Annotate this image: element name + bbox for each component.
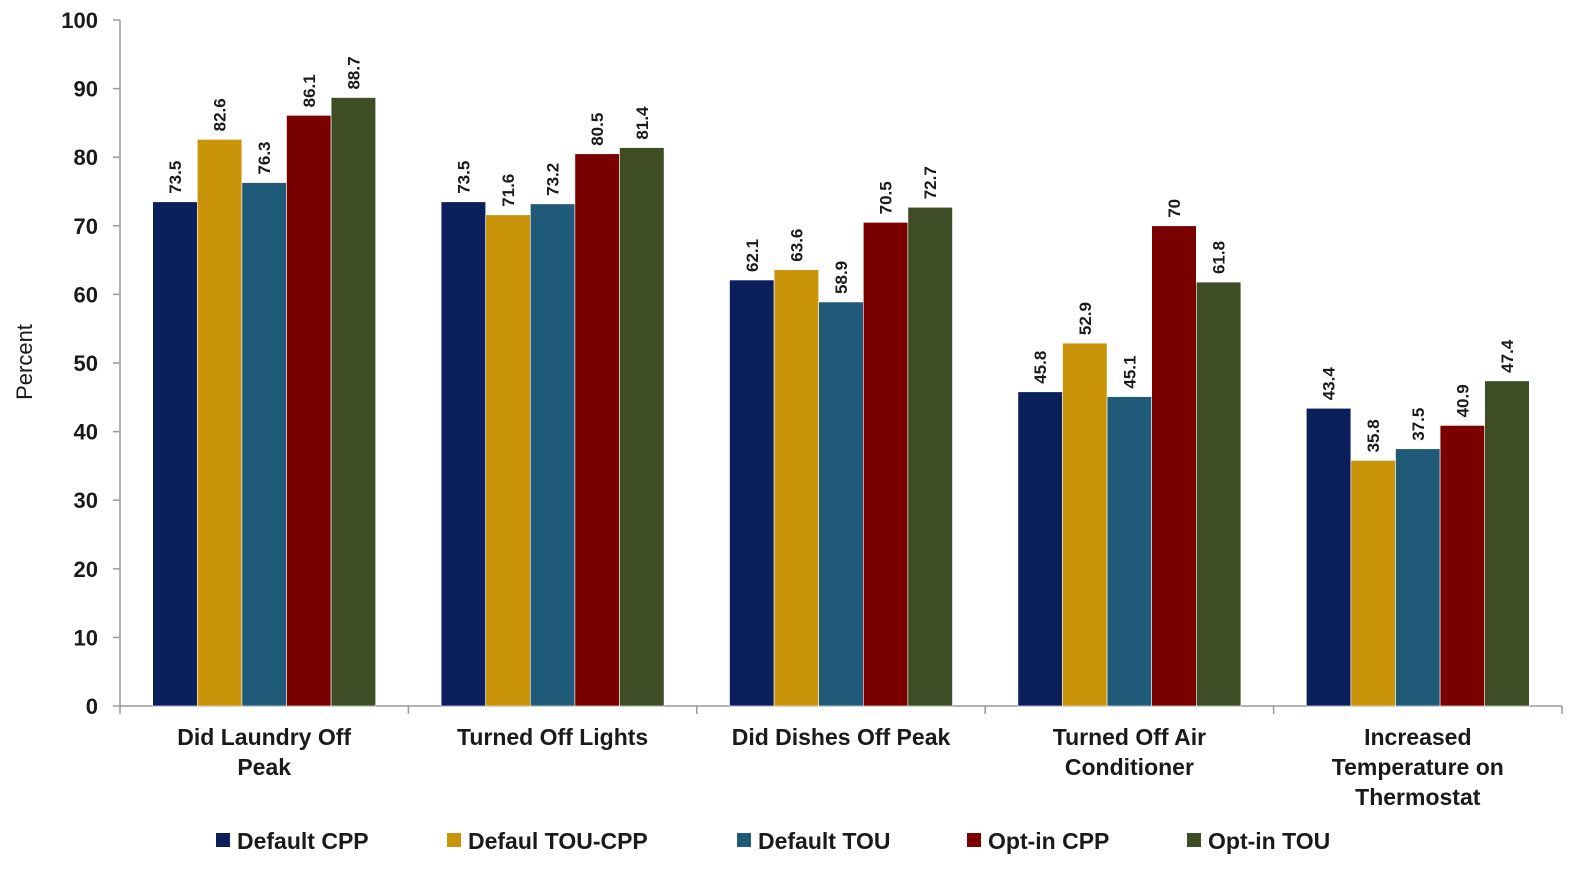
bar-default-cpp	[440, 201, 487, 707]
bar-opt-in-tou	[619, 147, 665, 707]
y-tick-label: 70	[74, 214, 98, 239]
bar-opt-in-tou	[330, 97, 377, 707]
bar-value-label: 45.1	[1120, 356, 1139, 389]
x-axis	[119, 705, 1563, 714]
legend-label: Opt-in CPP	[988, 828, 1109, 854]
bar-value-label: 58.9	[832, 261, 851, 294]
bar-default-tou	[529, 203, 576, 707]
x-category-label: Peak	[237, 754, 291, 780]
bar-value-label: 86.1	[300, 74, 319, 107]
bar-default-tou	[1395, 448, 1441, 707]
y-tick-label: 80	[74, 145, 98, 170]
y-tick-label: 30	[74, 488, 98, 513]
legend-swatch	[216, 833, 230, 847]
category-labels: Did Laundry Off Peak Turned Off Lights Did …	[177, 724, 1504, 810]
bar-value-label: 35.8	[1364, 419, 1383, 452]
bar-opt-in-tou	[1484, 380, 1530, 707]
y-tick-label: 40	[74, 420, 98, 445]
y-tick-label: 50	[74, 351, 98, 376]
x-category-label: Increased	[1364, 724, 1471, 750]
x-category-label: Did Dishes Off Peak	[732, 724, 951, 750]
bar-value-label: 73.5	[166, 161, 185, 194]
value-labels: 73.5 82.6 76.3 86.1 88.7 73.5 71.6 73.2 80.5 81.4…	[166, 56, 1517, 452]
bar-opt-in-tou	[907, 206, 953, 707]
bar-value-label: 37.5	[1409, 408, 1428, 441]
bar-value-label: 47.4	[1498, 339, 1517, 373]
y-axis: 0 10 20 30 40 50 60 70 80 90 100	[61, 8, 121, 719]
legend-swatch	[447, 833, 461, 847]
legend-label: Opt-in TOU	[1208, 828, 1330, 854]
bar-value-label: 73.2	[544, 163, 563, 196]
legend-swatch	[1187, 833, 1201, 847]
y-tick-label: 20	[74, 557, 98, 582]
bar-opt-in-tou	[1196, 281, 1242, 707]
bar-defaul-tou-cpp	[773, 269, 819, 707]
bar-opt-in-cpp	[286, 115, 332, 707]
legend-swatch	[967, 833, 981, 847]
bar-value-label: 45.8	[1031, 351, 1050, 384]
legend-label: Defaul TOU-CPP	[468, 828, 648, 854]
y-tick-label: 0	[86, 694, 98, 719]
bar-value-label: 40.9	[1453, 384, 1472, 417]
y-tick-label: 90	[74, 77, 98, 102]
legend-label: Default CPP	[237, 828, 369, 854]
bar-default-cpp	[152, 201, 198, 707]
legend-swatch	[737, 833, 751, 847]
x-category-label: Temperature on	[1332, 754, 1504, 780]
bar-opt-in-cpp	[862, 222, 909, 707]
bar-value-label: 43.4	[1320, 367, 1339, 401]
bar-value-label: 81.4	[633, 106, 652, 140]
bars	[152, 97, 1530, 707]
bar-defaul-tou-cpp	[197, 139, 243, 707]
legend: Default CPP Defaul TOU-CPP Default TOU Opt-…	[216, 828, 1330, 854]
bar-opt-in-cpp	[1439, 425, 1485, 707]
bar-defaul-tou-cpp	[1062, 342, 1108, 707]
bar-value-label: 61.8	[1210, 241, 1229, 274]
bar-opt-in-cpp	[574, 153, 620, 707]
bar-value-label: 70.5	[877, 181, 896, 214]
bar-opt-in-cpp	[1151, 225, 1197, 707]
bar-default-cpp	[729, 279, 775, 707]
bar-value-label: 62.1	[743, 239, 762, 272]
bar-value-label: 70	[1165, 199, 1184, 218]
x-category-label: Conditioner	[1065, 754, 1194, 780]
x-category-label: Turned Off Lights	[457, 724, 648, 750]
y-axis-title: Percent	[12, 324, 37, 400]
bar-default-tou	[241, 182, 287, 707]
bar-value-label: 88.7	[344, 56, 363, 89]
bar-value-label: 73.5	[454, 161, 473, 194]
y-tick-label: 100	[61, 8, 98, 33]
bar-value-label: 71.6	[499, 174, 518, 207]
bar-default-cpp	[1017, 391, 1063, 707]
x-category-label: Thermostat	[1355, 784, 1481, 810]
x-category-label: Did Laundry Off	[177, 724, 351, 750]
bar-value-label: 82.6	[211, 98, 230, 131]
legend-label: Default TOU	[758, 828, 890, 854]
y-tick-label: 10	[74, 625, 98, 650]
x-category-label: Turned Off Air	[1053, 724, 1206, 750]
bar-defaul-tou-cpp	[485, 214, 531, 707]
bar-defaul-tou-cpp	[1350, 460, 1396, 707]
bar-default-tou	[1106, 396, 1152, 707]
bar-default-tou	[818, 301, 864, 707]
bar-value-label: 72.7	[921, 166, 940, 199]
y-tick-label: 60	[74, 282, 98, 307]
bar-default-cpp	[1306, 407, 1352, 707]
bar-value-label: 76.3	[255, 141, 274, 174]
bar-value-label: 80.5	[588, 113, 607, 146]
bar-value-label: 52.9	[1076, 302, 1095, 335]
bar-value-label: 63.6	[787, 229, 806, 262]
